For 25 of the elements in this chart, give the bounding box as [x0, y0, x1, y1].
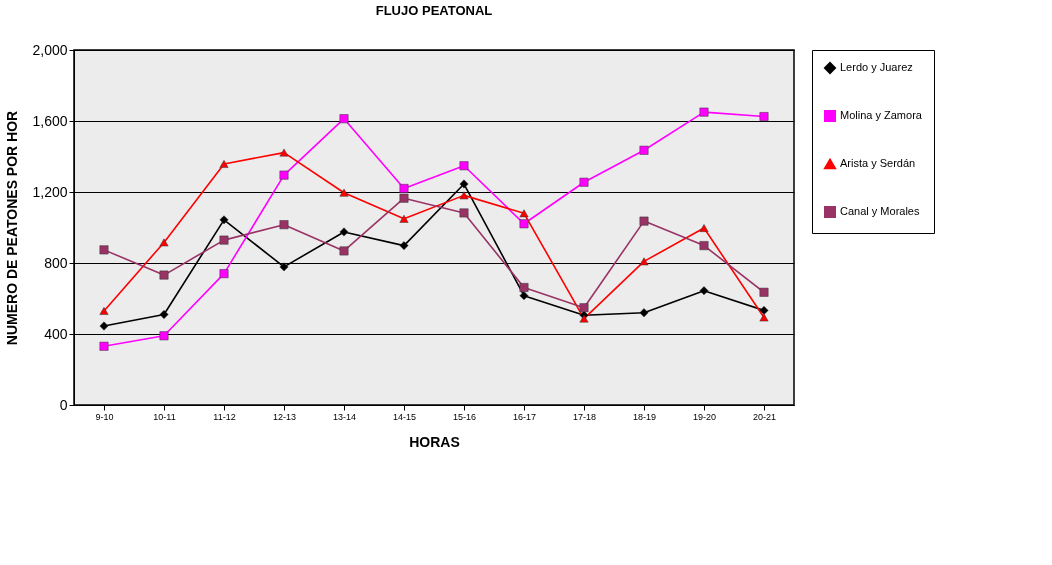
legend-label: Canal y Morales — [840, 205, 920, 217]
x-tick-label: 10-11 — [153, 411, 176, 422]
legend-label: Lerdo y Juarez — [840, 61, 913, 73]
y-tick-label: 800 — [44, 254, 68, 271]
x-tick-label: 11-12 — [213, 411, 236, 422]
x-tick-label: 16-17 — [512, 411, 537, 422]
x-tick-label: 9-10 — [95, 411, 114, 422]
y-tick-label: 1,200 — [32, 183, 68, 200]
y-tick-label: 1,600 — [32, 112, 68, 129]
y-tick-label: 2,000 — [32, 41, 68, 58]
legend-label: Molina y Zamora — [840, 109, 923, 121]
y-tick-label: 400 — [44, 325, 68, 342]
legend-label: Arista y Serdán — [840, 157, 916, 169]
x-tick-label: 13-14 — [332, 411, 357, 422]
x-tick-label: 18-19 — [632, 411, 657, 422]
y-tick-label: 0 — [59, 396, 68, 413]
y-axis-title: NUMERO DE PEATONES POR HOR — [4, 110, 21, 346]
x-tick-label: 12-13 — [272, 411, 297, 422]
x-axis-title: HORAS — [409, 433, 460, 450]
x-tick-label: 20-21 — [752, 411, 777, 422]
x-tick-label: 19-20 — [692, 411, 717, 422]
chart-title: FLUJO PEATONAL — [375, 3, 493, 18]
x-tick-label: 15-16 — [452, 411, 477, 422]
x-tick-label: 14-15 — [392, 411, 417, 422]
x-tick-label: 17-18 — [572, 411, 597, 422]
